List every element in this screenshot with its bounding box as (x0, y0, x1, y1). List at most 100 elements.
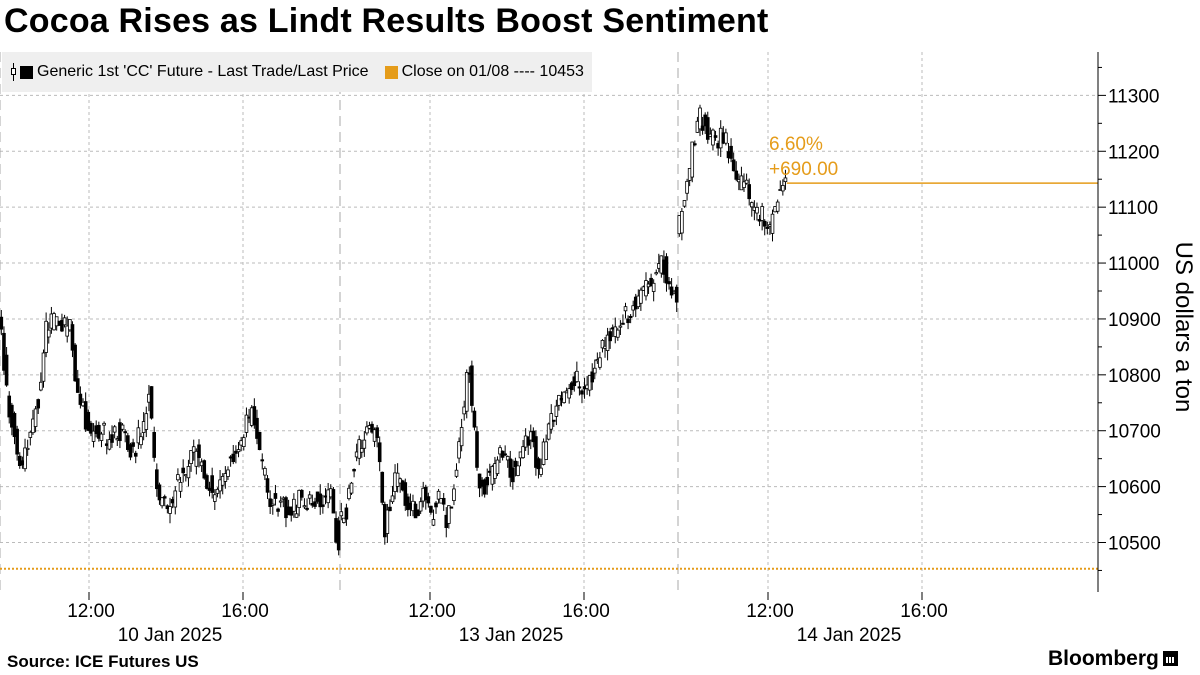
legend-label-price: Generic 1st 'CC' Future - Last Trade/Las… (37, 63, 369, 80)
brand-name: Bloomberg (1048, 647, 1159, 670)
candle-body (470, 365, 474, 406)
candle-body (370, 423, 374, 433)
candle-body (302, 505, 307, 508)
candle-body (263, 467, 267, 476)
candle-body (747, 184, 751, 200)
candle-body (102, 422, 106, 426)
candle-body (552, 419, 556, 422)
candle-body (365, 426, 369, 434)
grid-lines (0, 52, 1098, 592)
candle-body (202, 460, 207, 479)
x-tick-label: 12:00 (67, 601, 115, 622)
candle-body (674, 286, 679, 303)
candle-body (457, 441, 461, 459)
candle-body (178, 482, 183, 492)
candle-body (39, 381, 43, 391)
candle-body (644, 280, 648, 297)
candle-body (475, 431, 479, 468)
candle-body (223, 473, 228, 482)
candle-body (685, 180, 689, 194)
bloomberg-icon (1162, 651, 1178, 666)
candle-body (783, 177, 788, 183)
candle-body (112, 426, 117, 433)
candle-body (418, 501, 423, 512)
candle-body (155, 469, 159, 490)
x-date-label: 14 Jan 2025 (797, 625, 902, 646)
candle-body (313, 501, 317, 507)
y-axis: 10500 10600 10700 10800 10900 11000 11100 11200… (1097, 52, 1161, 592)
candle-body (729, 145, 733, 159)
candle-body (511, 467, 515, 483)
candle-body (546, 423, 551, 440)
candle-body (252, 406, 257, 426)
candle-body (234, 450, 238, 454)
bloomberg-logo: Bloomberg (1048, 647, 1178, 671)
y-tick-label: 11200 (1108, 142, 1159, 163)
candle-body (482, 479, 487, 495)
candle-body (544, 441, 548, 460)
candle-body (426, 496, 431, 504)
candle-body (15, 428, 19, 455)
candle-body (495, 459, 500, 475)
candle-body (273, 493, 278, 499)
x-date-label: 10 Jan 2025 (118, 625, 223, 646)
candle-icon (10, 63, 18, 81)
candle-body (307, 494, 312, 499)
candle-body (162, 496, 167, 499)
candle-body (86, 411, 91, 431)
candle-body (682, 200, 687, 207)
candle-body (210, 475, 214, 493)
candle-body (25, 447, 30, 450)
candle-body (28, 431, 33, 438)
candle-body (385, 509, 390, 534)
candle-body (160, 497, 164, 507)
candle-body (375, 427, 379, 439)
candle-body (605, 334, 610, 351)
candle-body (569, 382, 574, 390)
candle-body (534, 436, 538, 468)
candle-body (139, 436, 143, 446)
candle-body (762, 220, 767, 227)
candle-body (781, 185, 785, 192)
candle-body (65, 325, 70, 337)
candle-body (126, 435, 130, 450)
candle-body (749, 202, 754, 208)
candle-body (693, 143, 697, 146)
candle-body (598, 357, 602, 368)
candle-body (136, 427, 141, 444)
candle-body (236, 449, 241, 453)
candle-body (639, 289, 643, 304)
candle-body (608, 331, 612, 342)
y-tick-label: 11000 (1108, 254, 1159, 275)
legend-item-price: Generic 1st 'CC' Future - Last Trade/Las… (2, 63, 377, 81)
candle-body (241, 437, 246, 447)
candle-body (521, 446, 525, 459)
candle-body (197, 444, 201, 458)
candle-body (623, 306, 628, 312)
candle-body (70, 324, 75, 351)
candle-body (265, 478, 270, 493)
candle-body (380, 471, 385, 503)
candle-body (191, 446, 196, 453)
candle-body (464, 372, 469, 412)
candle-body (503, 453, 507, 456)
x-tick-label: 12:00 (408, 601, 456, 622)
candle-body (23, 447, 27, 470)
candle-body (46, 329, 51, 338)
candle-body (592, 367, 597, 374)
candle-body (318, 493, 323, 508)
black-square-icon (20, 65, 33, 79)
source-note: Source: ICE Futures US (7, 652, 199, 671)
candle-body (734, 170, 739, 180)
candle-body (89, 422, 93, 434)
candle-body (429, 505, 433, 513)
candle-body (770, 213, 775, 234)
candle-body (97, 424, 101, 439)
candle-body (157, 484, 162, 501)
candle-body (377, 442, 382, 463)
candle-body (664, 256, 669, 284)
candle-body (231, 453, 236, 463)
candle-body (626, 318, 630, 324)
candle-body (78, 393, 83, 405)
